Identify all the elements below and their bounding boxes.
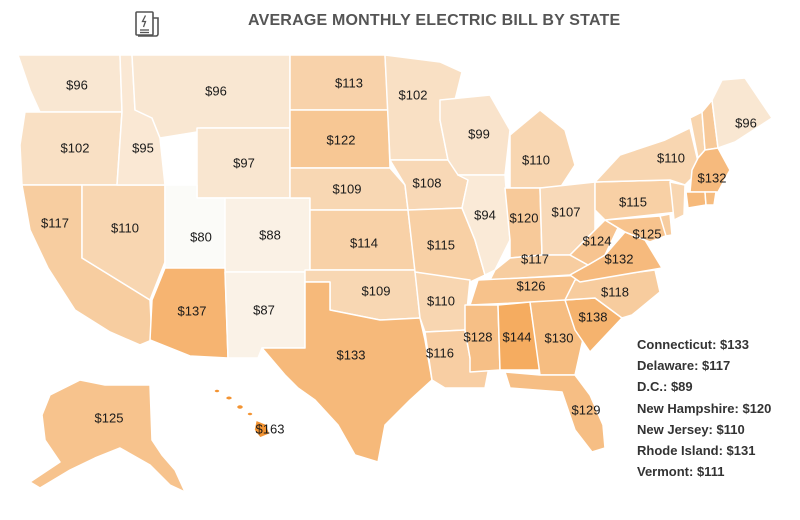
state-value-label-ms: $128 [464, 329, 493, 344]
state-value-label-ak: $125 [95, 410, 124, 425]
state-value-label-nv: $110 [111, 220, 139, 235]
state-value-label-mt: $96 [205, 83, 227, 98]
state-value-label-ga: $130 [545, 330, 574, 345]
legend-item-new-jersey: New Jersey: $110 [637, 421, 745, 437]
state-value-label-co: $88 [259, 227, 281, 242]
state-value-label-nc: $118 [601, 284, 629, 299]
state-value-label-wy: $97 [233, 155, 255, 170]
state-ct[interactable] [685, 191, 707, 209]
legend-item-vermont: Vermont: $111 [637, 464, 725, 480]
state-value-label-tx: $133 [337, 347, 366, 362]
small-states-legend: Connecticut: $133 Delaware: $117 D.C.: $… [637, 334, 771, 482]
state-value-label-nd: $113 [335, 75, 363, 90]
legend-item-delaware: Delaware: $117 [637, 358, 731, 374]
state-me[interactable] [711, 77, 773, 149]
state-ut[interactable] [164, 184, 226, 269]
state-value-label-ut: $80 [190, 229, 212, 244]
state-value-label-ks: $114 [350, 235, 378, 250]
state-value-label-ok: $109 [362, 283, 391, 298]
state-value-label-ia: $108 [413, 175, 442, 190]
state-value-label-ny: $110 [657, 150, 685, 165]
state-value-label-al: $144 [503, 329, 532, 344]
state-ny[interactable] [594, 127, 701, 186]
state-value-label-pa: $115 [619, 194, 647, 209]
state-value-label-oh: $107 [552, 204, 581, 219]
state-ak[interactable] [29, 379, 186, 493]
state-az[interactable] [149, 267, 229, 359]
state-value-label-me: $96 [735, 115, 757, 130]
state-value-label-sc: $138 [579, 309, 608, 324]
state-value-label-ca: $117 [41, 215, 69, 230]
state-value-label-mn: $102 [399, 87, 428, 102]
state-nc[interactable] [564, 269, 661, 319]
state-ma[interactable] [689, 147, 731, 193]
state-value-label-va: $132 [605, 251, 634, 266]
state-value-label-az: $137 [178, 303, 207, 318]
state-value-label-la: $116 [426, 345, 454, 360]
legend-item-dc: D.C.: $89 [637, 379, 693, 395]
state-md[interactable] [604, 215, 669, 243]
state-value-label-tn: $126 [517, 278, 546, 293]
state-value-label-ne: $109 [333, 181, 362, 196]
state-value-label-mo: $115 [427, 237, 455, 252]
state-value-label-wi: $99 [468, 126, 490, 141]
state-value-label-sd: $122 [327, 132, 356, 147]
legend-item-rhode-island: Rhode Island: $131 [637, 443, 756, 459]
state-value-label-ma: $132 [698, 170, 727, 185]
state-value-label-in: $120 [510, 210, 539, 225]
state-fl[interactable] [504, 371, 606, 453]
state-nj[interactable] [669, 181, 686, 221]
state-value-label-wv: $124 [583, 233, 612, 248]
map-title: AVERAGE MONTHLY ELECTRIC BILL BY STATE [248, 12, 621, 29]
electric-bill-icon [135, 11, 159, 37]
state-value-label-md: $125 [633, 226, 662, 241]
state-de[interactable] [659, 213, 673, 237]
state-ri[interactable] [704, 191, 717, 206]
state-value-label-il: $94 [474, 207, 496, 222]
state-value-label-hi: $163 [256, 421, 285, 436]
state-value-label-id: $95 [132, 140, 154, 155]
state-value-label-mi: $110 [522, 152, 550, 167]
state-value-label-or: $102 [61, 140, 90, 155]
state-mi[interactable] [509, 109, 576, 189]
state-hi[interactable] [213, 388, 271, 439]
state-value-label-ar: $110 [427, 293, 455, 308]
state-value-label-fl: $129 [572, 402, 601, 417]
state-value-label-nm: $87 [253, 302, 275, 317]
state-value-label-wa: $96 [66, 77, 88, 92]
state-value-label-ky: $117 [521, 251, 549, 266]
legend-item-connecticut: Connecticut: $133 [637, 337, 749, 352]
state-tx[interactable] [261, 281, 433, 463]
legend-item-new-hampshire: New Hampshire: $120 [637, 400, 772, 416]
